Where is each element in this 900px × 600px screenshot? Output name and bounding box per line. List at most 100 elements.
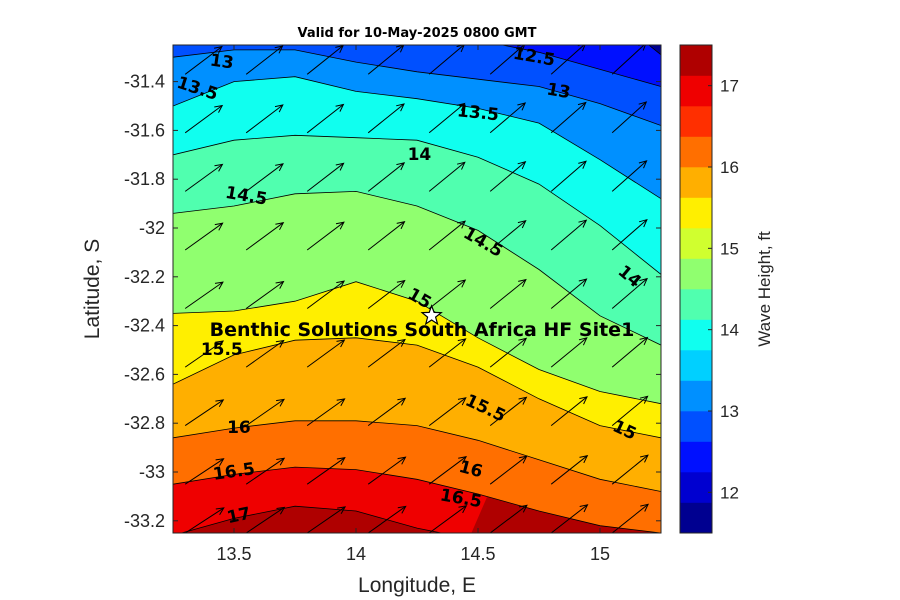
direction-arrow <box>367 103 405 134</box>
direction-arrow <box>306 45 344 75</box>
direction-arrow <box>489 455 528 485</box>
direction-arrow <box>611 454 649 485</box>
direction-arrow <box>306 339 346 368</box>
colorbar-segment <box>680 380 712 412</box>
direction-arrow <box>550 101 587 134</box>
contour-line-13 <box>173 49 661 126</box>
y-tick-label: -31.4 <box>124 72 165 92</box>
direction-arrow <box>245 104 284 134</box>
colorbar-segment <box>680 258 712 290</box>
direction-arrow <box>184 222 224 251</box>
colorbar-segment <box>680 319 712 351</box>
colorbar-tick-label: 17 <box>720 77 739 96</box>
colorbar-tick-label: 16 <box>720 158 739 177</box>
direction-arrow <box>550 396 588 426</box>
colorbar-tick-label: 12 <box>720 483 739 502</box>
direction-arrow <box>611 503 649 533</box>
direction-arrow <box>428 456 468 485</box>
direction-arrow <box>367 338 406 368</box>
direction-arrow <box>428 279 467 309</box>
direction-arrow <box>428 161 466 192</box>
contour-band-12 <box>618 45 661 55</box>
direction-arrow <box>489 161 527 192</box>
y-axis: -31.4 -31.6 -31.8 -32 -32.2 -32.4 -32.6 -32.8 -3… <box>124 72 661 531</box>
colorbar-segment <box>680 441 712 473</box>
contour-line-12 <box>648 45 661 56</box>
direction-arrow <box>550 337 588 368</box>
site-star-icon <box>420 304 443 326</box>
contour-label: 16 <box>227 418 251 438</box>
direction-arrow <box>184 399 225 427</box>
contour-line-15 <box>173 281 661 405</box>
direction-arrow <box>550 219 588 251</box>
direction-arrow <box>428 397 467 426</box>
direction-arrow <box>611 395 649 426</box>
direction-arrow <box>367 456 407 485</box>
direction-arrow <box>367 279 406 309</box>
contour-label: 15.5 <box>201 340 243 360</box>
contour-label: 13 <box>209 51 235 74</box>
direction-arrow <box>245 339 285 368</box>
direction-arrow <box>367 220 406 251</box>
direction-arrow <box>184 281 224 309</box>
colorbar-segment <box>680 197 712 229</box>
direction-arrow <box>245 163 284 192</box>
x-tick-label: 13.5 <box>216 544 251 564</box>
colorbar-segment <box>680 472 712 503</box>
contour-line-12-5 <box>502 45 661 87</box>
colorbar-tick-label: 13 <box>720 402 739 421</box>
site-marker-group: Benthic Solutions South Africa HF Site1 <box>210 304 634 341</box>
x-tick-label: 14.5 <box>460 544 495 564</box>
direction-arrow <box>550 160 587 192</box>
direction-arrow <box>306 280 346 309</box>
direction-arrow-layer <box>184 45 649 533</box>
y-tick-label: -32.2 <box>124 267 165 287</box>
contour-line-17 <box>180 505 442 533</box>
x-axis: 13.5 14 14.5 15 <box>216 45 610 564</box>
contour-band-12-5 <box>472 45 661 87</box>
direction-arrow <box>611 277 648 309</box>
direction-arrow <box>550 278 588 309</box>
direction-arrow <box>428 338 467 368</box>
direction-arrow <box>245 45 284 75</box>
y-tick-label: -33.2 <box>124 511 165 531</box>
direction-arrow <box>306 506 347 533</box>
direction-arrow <box>489 504 528 533</box>
direction-arrow <box>306 457 346 485</box>
direction-arrow <box>184 45 223 75</box>
x-tick-label: 15 <box>590 544 610 564</box>
contour-band-13 <box>173 45 661 126</box>
contour-line-16 <box>173 420 661 492</box>
x-axis-label: Longitude, E <box>358 574 476 597</box>
direction-arrow <box>184 507 225 533</box>
colorbar-tick-label: 15 <box>720 239 739 258</box>
direction-arrow <box>184 104 224 134</box>
direction-arrow <box>550 504 589 533</box>
plot-frame <box>172 44 662 534</box>
contour-label: 14 <box>408 145 432 165</box>
direction-arrow <box>306 398 346 427</box>
direction-arrow <box>245 506 286 533</box>
colorbar-segment <box>680 45 712 76</box>
colorbar-segment <box>680 350 712 381</box>
colorbar-segment <box>680 136 712 168</box>
y-tick-label: -31.6 <box>124 120 165 140</box>
direction-arrow <box>489 102 527 134</box>
contour-label: 17 <box>225 504 252 528</box>
direction-arrow <box>184 458 225 485</box>
colorbar-segment <box>680 502 712 534</box>
contour-line-14-5 <box>173 190 661 346</box>
y-tick-label: -32.4 <box>124 316 165 336</box>
colorbar-segment <box>680 228 712 259</box>
direction-arrow <box>245 457 286 485</box>
contour-line-15-5 <box>173 337 661 439</box>
direction-arrow <box>489 278 527 309</box>
direction-arrow <box>184 340 225 368</box>
direction-arrow <box>489 396 528 426</box>
x-tick-label: 14 <box>346 544 366 564</box>
direction-arrow <box>428 220 466 251</box>
contour-line-14 <box>173 134 661 275</box>
direction-arrow <box>611 218 648 251</box>
direction-arrow <box>306 221 345 251</box>
